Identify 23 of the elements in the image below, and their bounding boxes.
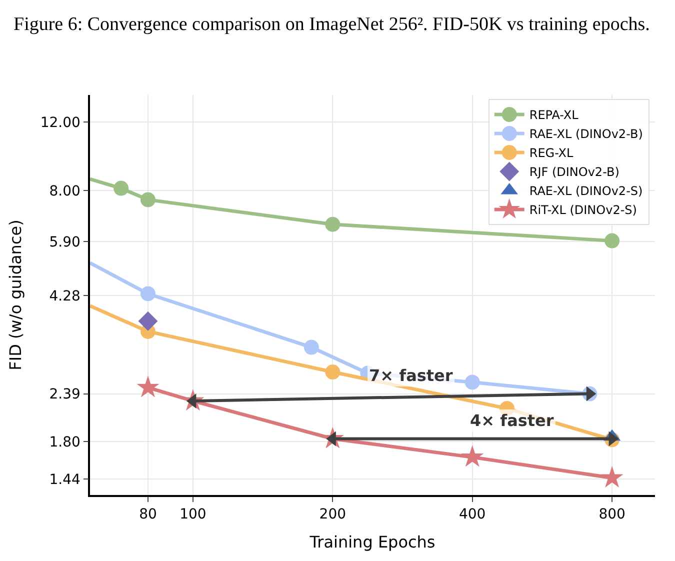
x-tick-label: 800 [598,506,626,523]
x-tick-label: 400 [458,506,486,523]
y-tick-label: 8.00 [49,183,80,200]
y-tick-label: 5.90 [49,234,80,251]
y-tick-label: 1.80 [49,434,80,450]
annotation: 4× faster [470,411,554,430]
legend-label: RAE-XL (DINOv2-B) [529,127,643,142]
legend-label: RAE-XL (DINOv2-S) [529,184,643,198]
legend-label: RJF (DINOv2-B) [529,165,620,180]
y-axis-title: FID (w/o guidance) [6,220,25,370]
legend-label: RiT-XL (DINOv2-S) [529,203,637,218]
y-tick-label: 1.44 [49,472,81,488]
chart-title: Figure 6: Convergence comparison on ImageNet 256². FID-50K vs training epochs. [14,14,650,36]
annotation: 7× faster [369,366,453,385]
y-tick-label: 12.00 [40,115,80,132]
y-tick-label: 2.39 [49,386,80,403]
legend-label: REPA-XL [529,108,579,122]
x-tick-label: 200 [319,506,346,523]
x-tick-label: 100 [180,506,206,523]
x-axis-title: Training Epochs [308,532,436,552]
y-tick-label: 4.28 [49,288,80,305]
legend-label: REG-XL [529,146,574,160]
x-tick-label: 80 [139,506,157,523]
